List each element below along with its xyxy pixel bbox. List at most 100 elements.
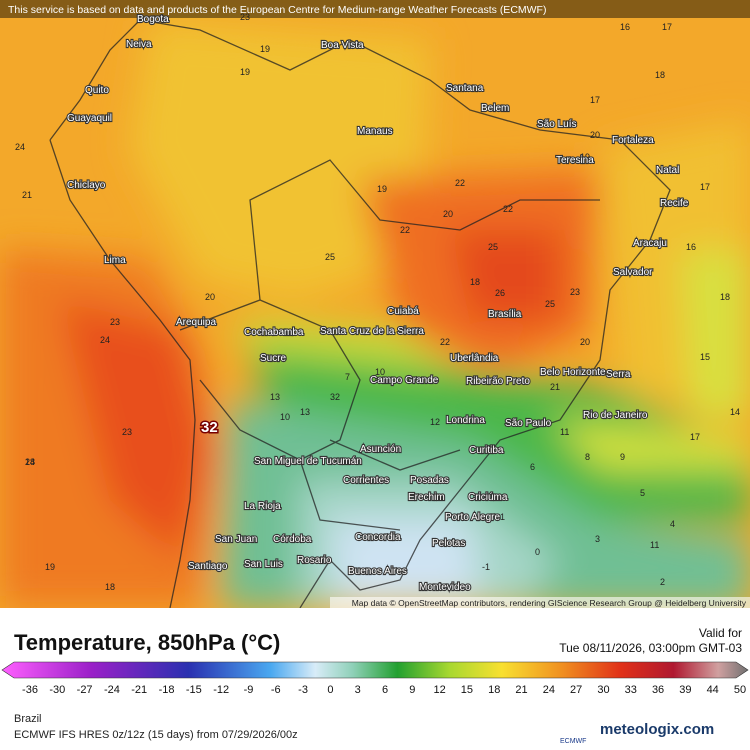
temperature-label: 14 xyxy=(730,407,740,417)
temperature-label: 26 xyxy=(495,288,505,298)
city-label: Quito xyxy=(85,85,109,96)
temperature-label: 9 xyxy=(620,452,625,462)
temperature-label: 18 xyxy=(720,292,730,302)
colorbar-tick-label: 9 xyxy=(409,684,415,696)
temperature-label: 19 xyxy=(580,152,590,162)
temperature-label: 19 xyxy=(45,562,55,572)
city-label: São Paulo xyxy=(505,418,552,429)
city-label: Teresina xyxy=(556,155,594,166)
temperature-label: -1 xyxy=(482,562,490,572)
city-label: Concordia xyxy=(355,532,401,543)
city-label: Sucre xyxy=(260,353,287,364)
temperature-label: 17 xyxy=(590,95,600,105)
city-label: San Juan xyxy=(215,534,257,545)
temperature-label: 17 xyxy=(662,22,672,32)
colorbar-tick-label: 15 xyxy=(461,684,473,696)
city-label: Buenos Aires xyxy=(348,566,407,577)
colorbar-tick-label: 44 xyxy=(707,684,719,696)
temperature-label: 24 xyxy=(15,142,25,152)
notice: This service is based on data and produc… xyxy=(8,4,546,16)
city-label: Cochabamba xyxy=(244,327,304,338)
city-label: Rosario xyxy=(297,555,332,566)
city-label: Porto Alegre xyxy=(445,512,500,523)
city-label: Santiago xyxy=(188,561,228,572)
colorbar-tick-label: -30 xyxy=(49,684,65,696)
temperature-label: 23 xyxy=(110,317,120,327)
temperature-label: 22 xyxy=(503,204,513,214)
attribution: Map data © OpenStreetMap contributors, r… xyxy=(352,598,747,608)
city-label: Brasília xyxy=(488,309,522,320)
temperature-label: 12 xyxy=(430,417,440,427)
map: This service is based on data and produc… xyxy=(0,0,750,608)
city-label: San Miguel de Tucumán xyxy=(254,456,362,467)
city-label: Manaus xyxy=(357,126,393,137)
colorbar-tick-label: -24 xyxy=(104,684,120,696)
temperature-label: 11 xyxy=(650,540,659,550)
temperature-label: 23 xyxy=(240,12,250,22)
brand: meteologix.com xyxy=(600,721,715,738)
city-label: Santana xyxy=(446,83,484,94)
temperature-label: 19 xyxy=(377,184,387,194)
city-label: Aracaju xyxy=(633,238,667,249)
city-label: Fortaleza xyxy=(612,135,654,146)
temperature-label: 20 xyxy=(443,209,453,219)
colorbar-tick-label: -21 xyxy=(131,684,147,696)
temperature-label: 6 xyxy=(530,462,535,472)
temperature-label: 20 xyxy=(580,337,590,347)
colorbar-tick-label: -36 xyxy=(22,684,38,696)
temperature-label: 18 xyxy=(470,277,480,287)
temperature-label: 13 xyxy=(270,392,280,402)
temperature-label: 32 xyxy=(330,392,340,402)
city-label: Londrina xyxy=(446,415,485,426)
city-label: La Rioja xyxy=(244,501,281,512)
model: ECMWF IFS HRES 0z/12z (15 days) from 07/… xyxy=(14,729,298,741)
colorbar: -36 -30 -27 -24 -21 -18 -15 -12 -9 -6 -3 0 3 6 9 12 15 18… xyxy=(1,661,749,696)
temperature-label: 21 xyxy=(22,190,32,200)
temperature-label: 19 xyxy=(260,44,270,54)
city-label: Pelotas xyxy=(432,538,465,549)
temperature-label: 20 xyxy=(590,130,600,140)
city-label: Belo Horizonte xyxy=(540,367,606,378)
city-label: Natal xyxy=(656,165,679,176)
city-label: Corrientes xyxy=(343,475,389,486)
city-label: Recife xyxy=(660,198,689,209)
temperature-label: 18 xyxy=(25,457,35,467)
legend-title: Temperature, 850hPa (°C) xyxy=(14,630,281,655)
city-label: Ribeirão Preto xyxy=(466,376,530,387)
city-label: Córdoba xyxy=(273,534,312,545)
valid-time: Tue 08/11/2026, 03:00pm GMT-03 xyxy=(559,641,742,655)
valid-label: Valid for xyxy=(698,626,742,640)
temperature-label: 16 xyxy=(686,242,696,252)
colorbar-tick-label: 18 xyxy=(488,684,500,696)
temperature-label: 25 xyxy=(325,252,335,262)
colorbar-tick-label: -15 xyxy=(186,684,202,696)
temperature-label: 2 xyxy=(660,577,665,587)
temperature-label: 0 xyxy=(535,547,540,557)
temperature-label: 11 xyxy=(560,427,569,437)
temperature-label: 4 xyxy=(670,519,675,529)
temperature-label: 10 xyxy=(280,412,290,422)
city-label: Arequipa xyxy=(176,317,216,328)
city-label: Campo Grande xyxy=(370,375,439,386)
temperature-label: 23 xyxy=(570,287,580,297)
temperature-label: 22 xyxy=(440,337,450,347)
city-label: São Luís xyxy=(537,119,576,130)
temperature-label: 24 xyxy=(100,335,110,345)
city-label: Chiclayo xyxy=(67,180,106,191)
colorbar-tick-label: -27 xyxy=(77,684,93,696)
colorbar-tick-label: 36 xyxy=(652,684,664,696)
city-label: Guayaquil xyxy=(67,113,112,124)
colorbar-tick-label: 30 xyxy=(597,684,609,696)
colorbar-tick-label: 24 xyxy=(543,684,555,696)
colorbar-tick-label: 27 xyxy=(570,684,582,696)
ecmwf-logo: ECMWF xyxy=(560,738,587,745)
temperature-label: 5 xyxy=(640,488,645,498)
colorbar-tick-label: 21 xyxy=(515,684,527,696)
temperature-label: 18 xyxy=(655,70,665,80)
temperature-label: 18 xyxy=(105,582,115,592)
city-label: Salvador xyxy=(613,267,653,278)
colorbar-tick-label: 39 xyxy=(679,684,691,696)
city-label: Uberlândia xyxy=(450,353,499,364)
legend-panel: Temperature, 850hPa (°C) Valid for Tue 0… xyxy=(0,608,750,750)
colorbar-tick-label: -12 xyxy=(213,684,229,696)
